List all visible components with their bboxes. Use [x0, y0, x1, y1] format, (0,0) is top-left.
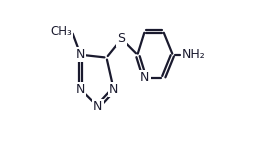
Text: S: S [118, 32, 126, 45]
Text: NH₂: NH₂ [182, 48, 206, 61]
Text: N: N [140, 71, 149, 84]
Text: CH₃: CH₃ [50, 25, 72, 38]
Text: N: N [109, 83, 118, 96]
Text: N: N [76, 83, 85, 96]
Text: N: N [76, 48, 85, 61]
Text: N: N [93, 100, 103, 113]
